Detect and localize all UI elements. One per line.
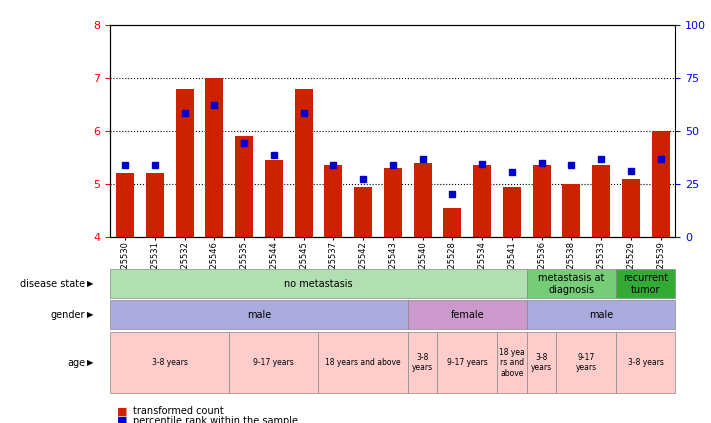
Text: metastasis at
diagnosis: metastasis at diagnosis xyxy=(538,273,604,295)
Text: ▶: ▶ xyxy=(87,358,94,367)
Text: no metastasis: no metastasis xyxy=(284,279,353,289)
Text: transformed count: transformed count xyxy=(133,406,224,416)
Bar xyxy=(146,173,164,237)
Bar xyxy=(622,179,640,237)
Text: 3-8
years: 3-8 years xyxy=(531,353,552,372)
Text: disease state: disease state xyxy=(20,279,85,289)
Text: 18 years and above: 18 years and above xyxy=(325,358,401,367)
Text: 3-8
years: 3-8 years xyxy=(412,353,433,372)
Text: percentile rank within the sample: percentile rank within the sample xyxy=(133,416,298,423)
Bar xyxy=(473,165,491,237)
Text: 18 yea
rs and
above: 18 yea rs and above xyxy=(499,348,525,378)
Text: ▶: ▶ xyxy=(87,310,94,319)
Text: gender: gender xyxy=(50,310,85,320)
Bar xyxy=(324,165,342,237)
Text: recurrent
tumor: recurrent tumor xyxy=(623,273,668,295)
Bar xyxy=(384,168,402,237)
Text: ■: ■ xyxy=(117,416,128,423)
Bar xyxy=(235,136,253,237)
Bar xyxy=(533,165,550,237)
Bar xyxy=(444,208,461,237)
Text: female: female xyxy=(450,310,484,320)
Text: 9-17 years: 9-17 years xyxy=(447,358,488,367)
Text: 3-8 years: 3-8 years xyxy=(151,358,188,367)
Bar xyxy=(503,187,520,237)
Bar xyxy=(265,160,283,237)
Text: ■: ■ xyxy=(117,406,128,416)
Text: 9-17
years: 9-17 years xyxy=(576,353,597,372)
Text: age: age xyxy=(68,358,85,368)
Bar xyxy=(294,89,313,237)
Text: 3-8 years: 3-8 years xyxy=(628,358,663,367)
Text: male: male xyxy=(247,310,271,320)
Bar xyxy=(592,165,610,237)
Text: 9-17 years: 9-17 years xyxy=(253,358,294,367)
Bar xyxy=(652,131,670,237)
Bar xyxy=(176,89,193,237)
Bar xyxy=(414,163,432,237)
Bar xyxy=(562,184,580,237)
Bar xyxy=(354,187,372,237)
Bar xyxy=(116,173,134,237)
Text: male: male xyxy=(589,310,613,320)
Text: ▶: ▶ xyxy=(87,279,94,288)
Bar xyxy=(205,78,223,237)
